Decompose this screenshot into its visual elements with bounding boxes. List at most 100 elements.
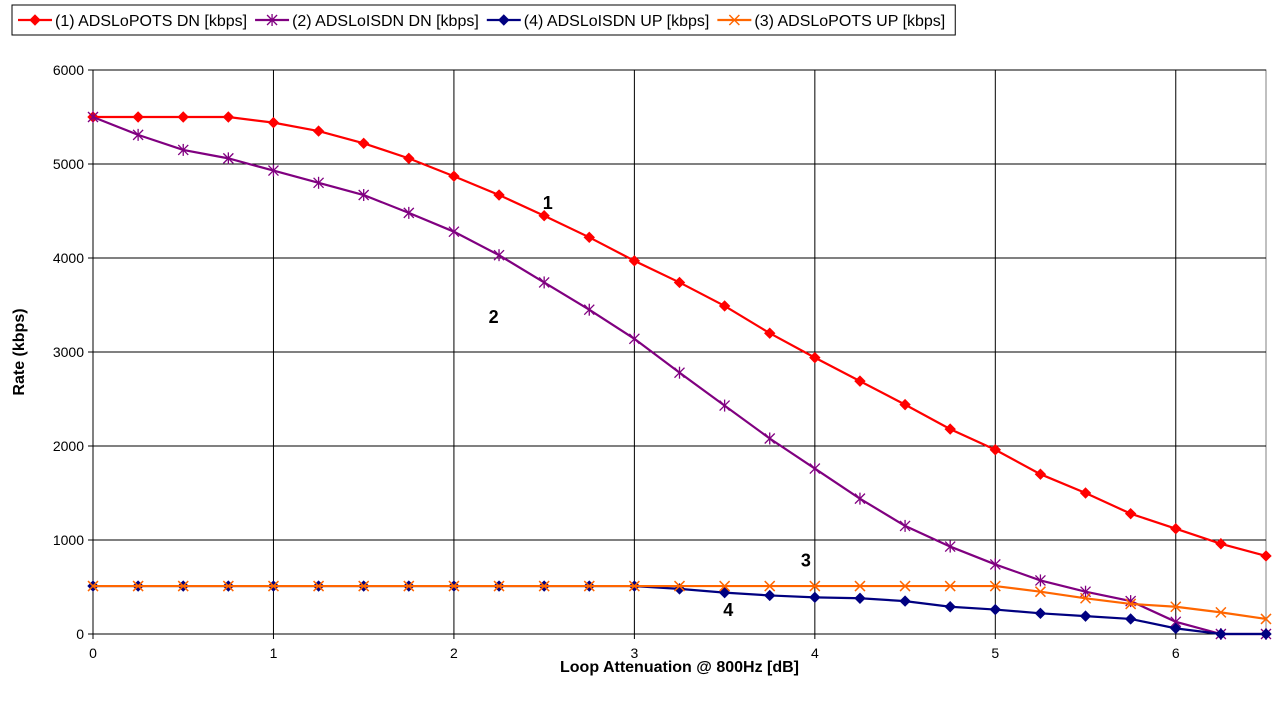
series-4 <box>87 580 1272 625</box>
data-point <box>583 231 595 244</box>
x-tick-label: 2 <box>450 645 458 661</box>
data-point-stroke <box>358 580 370 592</box>
data-point <box>809 351 821 364</box>
y-tick-label: 4000 <box>53 250 84 266</box>
x-tick-label: 5 <box>991 645 999 661</box>
y-tick-label: 1000 <box>53 532 84 548</box>
data-point <box>809 462 821 475</box>
data-point <box>764 589 776 602</box>
data-point <box>448 580 460 592</box>
data-point <box>718 586 731 599</box>
data-point <box>1170 622 1182 635</box>
annotation-label: 2 <box>489 307 499 327</box>
data-point <box>899 580 911 592</box>
gridlines <box>92 69 1266 635</box>
data-point <box>313 580 325 592</box>
data-point <box>764 580 776 592</box>
data-point <box>177 580 189 592</box>
data-point <box>1125 598 1137 610</box>
data-point <box>899 595 911 607</box>
legend-marker <box>498 14 510 26</box>
data-point-stroke <box>583 580 595 592</box>
data-point <box>267 580 279 592</box>
data-point-stroke <box>673 580 686 592</box>
legend-item: (2) ADSLoISDN DN [kbps] <box>255 13 479 30</box>
data-point <box>989 580 1001 592</box>
data-point-stroke <box>899 580 911 592</box>
data-point <box>989 603 1002 616</box>
data-point-stroke <box>403 580 415 592</box>
data-point <box>177 143 189 156</box>
data-point <box>944 540 956 553</box>
data-point-stroke <box>267 580 279 592</box>
data-point <box>222 580 234 592</box>
x-tick-label: 4 <box>811 645 819 661</box>
data-point <box>944 580 956 592</box>
data-point <box>1260 613 1272 625</box>
data-point-stroke <box>989 580 1001 592</box>
data-point <box>358 189 370 202</box>
legend-marker <box>266 14 278 26</box>
data-point <box>628 332 640 345</box>
data-point-stroke <box>944 580 956 592</box>
data-point <box>403 152 415 165</box>
y-tick-label: 3000 <box>53 344 84 360</box>
data-point <box>1215 538 1227 550</box>
data-point <box>719 580 731 592</box>
data-point <box>583 580 595 592</box>
legend-marker <box>29 14 41 26</box>
legend-label: (2) ADSLoISDN DN [kbps] <box>292 13 479 30</box>
data-point <box>673 276 686 289</box>
data-point-stroke <box>764 580 776 592</box>
data-point <box>673 580 686 592</box>
data-point-stroke <box>538 580 550 592</box>
legend: (1) ADSLoPOTS DN [kbps] (2) ADSLoISDN DN … <box>11 4 956 36</box>
data-point <box>448 225 460 238</box>
data-point <box>313 176 325 189</box>
y-axis: 0 1000 2000 3000 4000 5000 6000 <box>53 62 93 642</box>
data-point <box>132 580 144 592</box>
data-point <box>132 111 144 123</box>
legend-marker <box>728 14 740 26</box>
data-point <box>1170 601 1182 613</box>
legend-label: (3) ADSLoPOTS UP [kbps] <box>754 13 945 30</box>
data-point <box>403 206 415 219</box>
legend-label: (1) ADSLoPOTS DN [kbps] <box>55 13 247 30</box>
annotation-label: 4 <box>723 600 733 620</box>
data-point <box>538 276 550 289</box>
data-point-stroke <box>313 580 325 592</box>
data-point <box>448 170 460 182</box>
data-point <box>989 558 1001 571</box>
data-point <box>1124 507 1137 520</box>
data-point <box>358 580 370 592</box>
data-point <box>493 580 505 592</box>
data-point <box>403 580 415 592</box>
data-point <box>764 432 776 445</box>
annotation-label: 1 <box>543 193 553 213</box>
x-axis-title: Loop Attenuation @ 800Hz [dB] <box>560 659 799 676</box>
data-point <box>1034 468 1047 480</box>
x-tick-label: 0 <box>89 645 97 661</box>
data-point <box>628 580 640 592</box>
annotation-label: 3 <box>801 550 811 570</box>
data-point-stroke <box>628 580 640 592</box>
data-point <box>538 209 550 222</box>
x-tick-label: 6 <box>1172 645 1180 661</box>
data-point <box>1215 606 1227 618</box>
data-point <box>222 152 234 165</box>
data-point <box>1260 550 1272 562</box>
data-point <box>854 375 866 387</box>
series-2 <box>87 111 1272 640</box>
data-point-stroke <box>1080 592 1092 604</box>
data-point <box>809 580 821 592</box>
legend-item: (4) ADSLoISDN UP [kbps] <box>486 13 709 30</box>
data-point <box>493 249 505 262</box>
y-tick-label: 6000 <box>53 62 84 78</box>
data-point <box>268 164 279 177</box>
data-point <box>1079 610 1092 622</box>
data-point <box>538 580 550 592</box>
data-point-stroke <box>1125 598 1137 610</box>
data-point-stroke <box>493 580 505 592</box>
data-point <box>132 128 144 141</box>
